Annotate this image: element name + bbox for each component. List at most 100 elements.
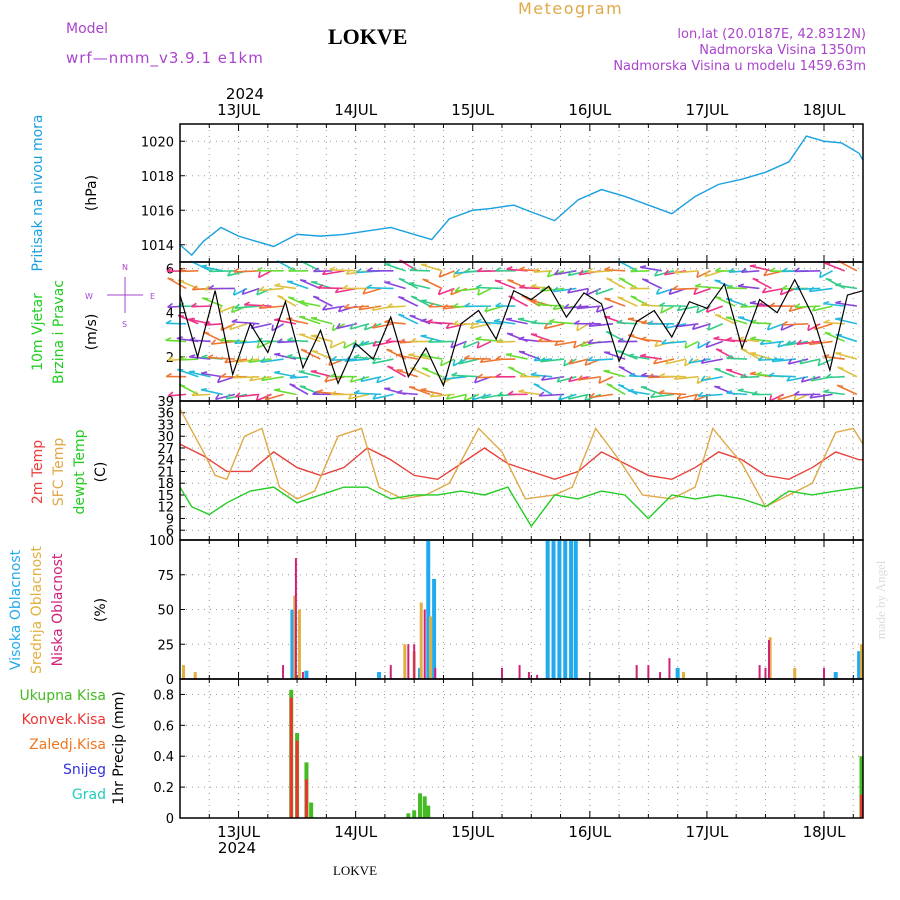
wind-barb-head [347,393,353,400]
wind-barb-head [334,287,340,293]
wind-barb [530,285,553,290]
wind-barb-head [454,286,461,292]
wind-barb-head [366,267,373,272]
wind-barb [455,287,479,292]
cloud-axis-title: Visoka Oblacnost Srednja Oblacnost Niska… [8,546,109,674]
wind-barb-head [647,320,654,325]
bar [758,665,761,679]
wind-barb-head [576,303,582,310]
bar [412,810,417,818]
wind-barb-head [471,394,477,401]
wind-barb-head [554,340,560,346]
bar [681,672,685,679]
wind-barb [344,305,370,309]
svg-text:(hPa): (hPa) [84,175,100,211]
bar [407,644,410,679]
wind-barb-head [356,268,362,274]
wind-barb [603,351,626,360]
wind-barb-head [345,269,351,275]
bottom-date-labels: 13JUL 14JUL 15JUL 16JUL 17JUL 18JUL [217,823,846,841]
svg-text:(C): (C) [93,462,109,483]
wind-barb-head [462,341,467,348]
svg-text:Brzina i Pravac: Brzina i Pravac [51,280,67,384]
wind-barb-head [673,374,680,380]
wind-barb-head [650,392,656,398]
wind-barb-head [409,314,416,318]
svg-text:Grad: Grad [72,787,106,803]
wind-barb-head [531,319,538,324]
wind-barb [519,286,540,290]
wind-barb-head [751,390,758,396]
wind-barb-head [479,357,486,363]
wind-barb-head [495,373,502,378]
wind-barb-head [445,393,451,400]
wind-barb [299,333,321,343]
date-tick-label: 15JUL [451,823,494,841]
wind-barb-head [167,277,174,281]
wind-barb-head [451,372,458,377]
wind-barb-head [587,267,594,273]
wind-barb-head [398,277,405,281]
wind-barb-head [835,282,842,286]
date-tick-label: 16JUL [568,823,611,841]
svg-text:2m Temp: 2m Temp [30,440,46,504]
wind-barb-head [234,303,240,309]
wind-barb-head [700,357,706,364]
wind-barb [428,340,455,343]
wind-barb-head [655,288,660,295]
wind-barb-head [475,336,482,340]
wind-barb-head [761,287,767,294]
svg-text:Srednja Oblacnost: Srednja Oblacnost [29,546,45,674]
wind-barb [617,296,638,307]
bar [647,665,650,679]
wind-barb-head [518,389,525,393]
wind-barb-head [580,340,586,347]
wind-barb-head [835,317,842,320]
y-tick-label: 18 [157,477,174,492]
wind-barb-head [617,296,624,300]
wind-barb [248,358,272,364]
wind-barb-head [693,394,698,401]
wind-barb [553,287,577,293]
wind-barb-head [372,393,378,400]
wind-barb-head [481,393,487,399]
wind-barb [286,355,309,360]
wind-barb [539,393,565,397]
wind-barb-head [331,324,335,331]
wind-barb-head [428,338,434,343]
wind-barb-head [233,373,240,379]
date-tick-label: 14JUL [334,823,377,841]
wind-barb-head [749,336,757,340]
pressure-panel: 1014 1016 1018 1020 [141,123,864,263]
wind-barb [463,340,480,349]
wind-barb [750,337,772,343]
wind-barb-head [300,348,308,352]
wind-barb [714,313,736,325]
wind-barb [259,305,284,310]
wind-barb-head [563,359,566,367]
meteogram-label: Meteogram [518,0,623,18]
wind-barb [548,320,577,325]
wind-barb [427,321,455,325]
wind-barb-head [214,393,220,400]
wind-barb [641,304,662,307]
wind-barb-head [696,377,700,384]
wind-barb-head [642,278,649,282]
wind-barb-head [786,375,792,382]
wind-barb [257,340,272,349]
wind-barb [344,358,370,363]
wind-barb [665,358,687,365]
wind-barb-head [793,390,800,396]
date-tick-label: 17JUL [685,101,728,119]
wind-barb-head [256,341,260,349]
wind-barb-head [558,394,563,401]
wind-barb-head [255,394,260,401]
wind-barb-head [665,358,671,365]
wind-barb [191,393,211,397]
wind-barb [738,338,760,343]
bar [859,756,864,818]
wind-barb-head [726,284,733,289]
wind-barb-head [824,331,831,335]
wind-barb-head [794,303,801,308]
y-tick-label: 1020 [141,135,174,150]
